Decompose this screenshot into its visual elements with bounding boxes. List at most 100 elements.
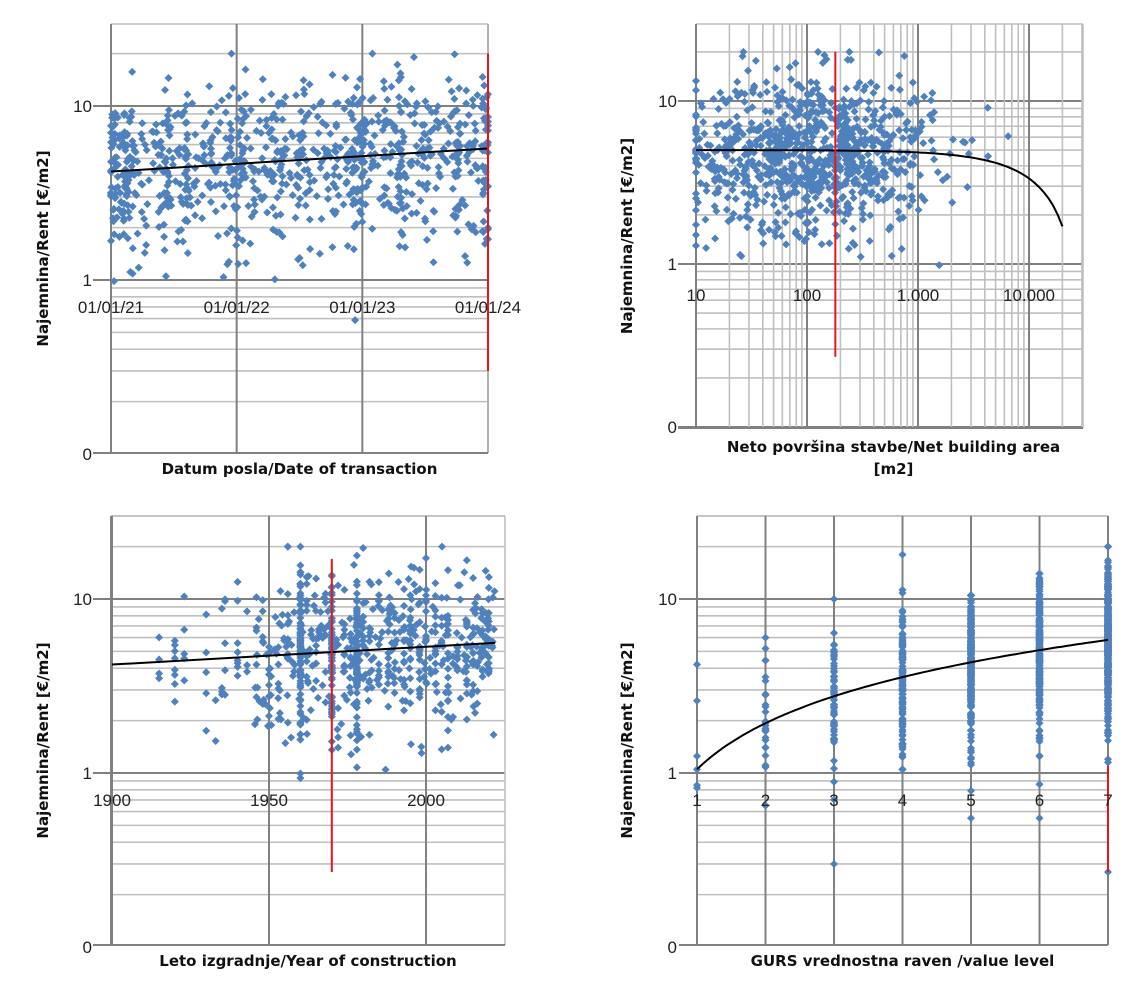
data-point [763, 190, 772, 199]
data-point [374, 596, 383, 605]
data-point [764, 164, 773, 173]
data-point [963, 183, 972, 192]
data-point [313, 112, 322, 121]
data-point [367, 683, 376, 692]
data-point [342, 695, 351, 704]
data-point [370, 131, 379, 140]
data-point [351, 316, 360, 325]
data-point [346, 614, 355, 623]
data-point [282, 180, 291, 189]
chart-date: 0 1 10 01/01/21 01/01/22 01/01/23 01/01/24 Datu… [34, 23, 521, 478]
data-point [739, 47, 748, 56]
data-point [732, 174, 741, 183]
data-point [231, 204, 240, 213]
data-point [298, 150, 307, 159]
data-point [296, 634, 305, 643]
data-point [469, 605, 478, 614]
data-point [692, 112, 700, 121]
data-point [473, 687, 482, 696]
data-point [194, 154, 203, 163]
data-point [772, 134, 781, 143]
data-point [242, 133, 251, 142]
data-point [294, 159, 303, 168]
data-point [143, 200, 152, 209]
data-point [356, 74, 365, 83]
data-point [352, 219, 361, 228]
data-point [278, 115, 287, 124]
data-point [820, 106, 829, 115]
x-tick-label: 01/01/21 [78, 298, 144, 317]
data-point [967, 753, 975, 762]
data-point [296, 654, 305, 663]
data-point [462, 676, 471, 685]
data-point [1035, 696, 1044, 705]
data-point [161, 86, 170, 95]
data-point [233, 648, 242, 657]
data-point [935, 261, 944, 270]
data-point [437, 636, 446, 645]
data-point [310, 591, 319, 600]
data-point [246, 105, 255, 114]
data-point [352, 589, 361, 598]
data-point [848, 224, 857, 233]
data-point [125, 213, 134, 222]
data-point [228, 84, 237, 93]
data-point [449, 652, 458, 661]
data-point [786, 176, 795, 185]
data-point [728, 156, 737, 165]
data-point [424, 103, 433, 112]
data-point [898, 636, 907, 645]
data-point [421, 622, 430, 631]
data-point [895, 214, 904, 223]
data-point [700, 153, 709, 162]
data-point [250, 200, 259, 209]
data-point [410, 119, 419, 128]
data-point [741, 162, 750, 171]
data-point [379, 77, 388, 86]
data-point [396, 73, 405, 82]
data-point [312, 659, 321, 668]
data-point [273, 193, 282, 202]
data-point [438, 542, 447, 551]
data-point [414, 600, 423, 609]
data-point [152, 120, 161, 129]
data-point [735, 213, 744, 222]
data-point [462, 680, 471, 689]
data-point [348, 144, 357, 153]
data-point [1104, 691, 1112, 700]
data-point [352, 669, 361, 678]
data-point [1035, 780, 1044, 789]
data-point [211, 737, 220, 746]
data-point [841, 151, 850, 160]
data-point [706, 141, 715, 150]
data-point [432, 679, 441, 688]
data-point [345, 673, 354, 682]
data-point [363, 650, 372, 659]
data-point [462, 617, 471, 626]
data-point [1035, 650, 1044, 659]
data-point [182, 180, 191, 189]
data-point [905, 181, 914, 190]
data-point [761, 801, 770, 810]
data-point [967, 671, 975, 680]
data-point [967, 683, 975, 692]
data-point [234, 133, 243, 142]
data-point [312, 641, 321, 650]
data-point [489, 625, 498, 634]
y-axis-title: Najemnina/Rent [€/m2] [34, 150, 52, 346]
data-point [415, 674, 424, 683]
y-tick-label: 1 [668, 255, 677, 274]
data-point [390, 628, 399, 637]
data-point [1035, 734, 1044, 743]
data-point [283, 611, 292, 620]
data-point [374, 111, 383, 120]
data-point [484, 667, 493, 676]
data-point [265, 711, 273, 720]
data-point [232, 241, 241, 250]
y-tick-label: 10 [73, 97, 92, 116]
data-point [455, 200, 464, 209]
data-point [481, 632, 490, 641]
data-point [910, 152, 919, 161]
data-point [772, 64, 781, 73]
data-point [1104, 645, 1112, 654]
